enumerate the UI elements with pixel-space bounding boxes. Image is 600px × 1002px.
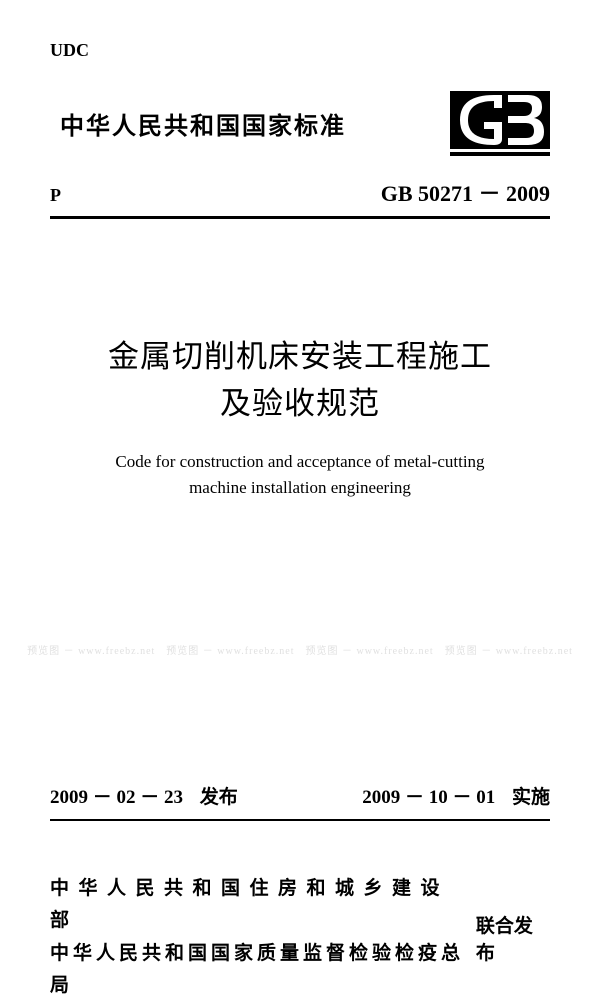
publishers-block: 中华人民共和国住房和城乡建设部 中华人民共和国国家质量监督检验检疫总局 [50, 873, 476, 1002]
effective-date: 2009 － 10 － 01 [362, 787, 495, 808]
publish-date: 2009 － 02 － 23 [50, 787, 183, 808]
publish-label: 发布 [200, 787, 238, 808]
joint-publish-label: 联合发布 [476, 911, 550, 965]
title-cn-line2: 及验收规范 [50, 381, 550, 428]
dates-divider [50, 819, 550, 821]
title-chinese: 金属切削机床安装工程施工 及验收规范 [50, 334, 550, 427]
udc-label: UDC [50, 40, 89, 61]
title-cn-line1: 金属切削机床安装工程施工 [50, 334, 550, 381]
title-english: Code for construction and acceptance of … [50, 449, 550, 500]
title-en-line1: Code for construction and acceptance of … [50, 449, 550, 475]
p-label: P [50, 185, 61, 206]
effective-label: 实施 [512, 787, 550, 808]
title-en-line2: machine installation engineering [50, 475, 550, 501]
gb-code: GB 50271 － 2009 [381, 176, 550, 208]
publisher-org1: 中华人民共和国住房和城乡建设部 [50, 873, 476, 938]
dates-row: 2009 － 02 － 23 发布 2009 － 10 － 01 实施 [50, 782, 550, 809]
publisher-row: 中华人民共和国住房和城乡建设部 中华人民共和国国家质量监督检验检疫总局 联合发布 [50, 873, 550, 1002]
publish-date-block: 2009 － 02 － 23 发布 [50, 782, 238, 809]
publisher-org2: 中华人民共和国国家质量监督检验检疫总局 [50, 938, 476, 1002]
gb-logo [450, 91, 550, 156]
effective-date-block: 2009 － 10 － 01 实施 [362, 782, 550, 809]
header-divider [50, 216, 550, 219]
standard-name: 中华人民共和国国家标准 [60, 106, 346, 141]
watermark-text: 预览图 － www.freebz.net 预览图 － www.freebz.ne… [0, 642, 600, 657]
